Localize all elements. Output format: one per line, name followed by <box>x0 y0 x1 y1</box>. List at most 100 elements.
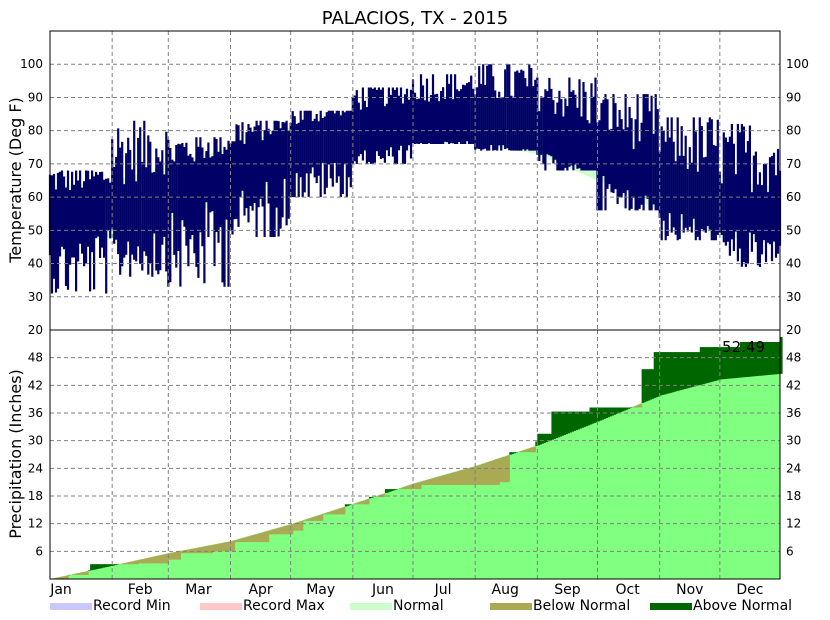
precipitation-axis-label: Precipitation (Inches) <box>6 369 25 539</box>
month-label: Jan <box>49 582 72 598</box>
below-normal-precip-segment <box>421 481 424 485</box>
above-normal-precip-segment <box>627 407 631 409</box>
above-normal-precip-segment <box>715 347 719 381</box>
temperature-tick-label-left: 70 <box>28 157 43 171</box>
legend-swatch <box>350 603 392 610</box>
precipitation-series <box>50 337 783 579</box>
above-normal-precip-segment <box>753 342 757 377</box>
below-normal-precip-segment <box>200 547 204 554</box>
below-normal-precip-segment <box>352 503 356 505</box>
legend-label: Record Min <box>93 598 171 614</box>
below-normal-precip-segment <box>457 471 460 485</box>
below-normal-precip-segment <box>336 509 340 515</box>
below-normal-precip-segment <box>338 508 342 515</box>
above-normal-precip-segment <box>619 407 623 413</box>
above-normal-precip-segment <box>561 411 565 436</box>
above-normal-precip-segment <box>537 433 540 446</box>
below-normal-precip-segment <box>282 526 286 535</box>
below-normal-precip-segment <box>256 533 260 543</box>
below-normal-precip-segment <box>194 548 198 554</box>
below-normal-precip-segment <box>74 573 77 575</box>
above-normal-precip-segment <box>96 564 99 569</box>
below-normal-precip-segment <box>66 575 69 579</box>
above-normal-precip-segment <box>563 411 567 435</box>
above-normal-precip-segment <box>729 347 733 379</box>
below-normal-precip-segment <box>128 562 131 565</box>
above-normal-precip-segment <box>394 489 398 490</box>
above-normal-precip-segment <box>110 564 113 566</box>
below-normal-precip-segment <box>134 560 137 565</box>
below-normal-precip-segment <box>72 574 75 575</box>
below-normal-precip-segment <box>304 519 308 521</box>
below-normal-precip-segment <box>208 545 212 554</box>
below-normal-precip-segment <box>358 501 362 505</box>
above-normal-precip-segment <box>653 352 657 398</box>
precipitation-tick-label-left: 48 <box>28 351 43 365</box>
below-normal-precip-segment <box>376 495 380 497</box>
above-normal-precip-segment <box>370 496 374 498</box>
temperature-tick-label-left: 90 <box>28 90 43 104</box>
below-normal-precip-segment <box>174 552 177 560</box>
below-normal-precip-segment <box>210 545 214 554</box>
above-normal-precip-segment <box>659 352 663 396</box>
above-normal-precip-segment <box>112 564 115 566</box>
above-normal-precip-segment <box>593 407 597 423</box>
below-normal-precip-segment <box>152 556 155 564</box>
above-normal-precip-segment <box>733 347 737 379</box>
below-normal-precip-segment <box>519 451 522 453</box>
above-normal-precip-segment <box>689 352 693 388</box>
temperature-tick-label-right: 60 <box>786 190 801 204</box>
below-normal-precip-segment <box>138 559 141 564</box>
above-normal-precip-segment <box>776 342 779 375</box>
below-normal-precip-segment <box>290 524 294 535</box>
below-normal-precip-segment <box>415 483 418 490</box>
above-normal-precip-segment <box>737 347 741 378</box>
below-normal-precip-segment <box>246 536 250 543</box>
below-normal-precip-segment <box>262 532 266 543</box>
above-normal-precip-segment <box>735 347 739 378</box>
below-normal-precip-segment <box>218 543 222 552</box>
below-normal-precip-segment <box>130 561 133 565</box>
above-normal-precip-segment <box>673 352 677 392</box>
temperature-tick-label-left: 30 <box>28 290 43 304</box>
precipitation-grid <box>50 330 780 579</box>
above-normal-precip-segment <box>513 452 516 454</box>
above-normal-precip-segment <box>745 342 749 377</box>
above-normal-precip-segment <box>669 352 673 393</box>
precipitation-tick-label-right: 24 <box>786 461 801 475</box>
below-normal-precip-segment <box>242 537 246 543</box>
below-normal-precip-segment <box>463 469 466 485</box>
below-normal-precip-segment <box>228 541 232 552</box>
below-normal-precip-segment <box>294 522 298 531</box>
above-normal-precip-segment <box>591 407 595 424</box>
above-normal-precip-segment <box>108 564 111 567</box>
above-normal-precip-segment <box>749 342 753 377</box>
above-normal-precip-segment <box>723 347 727 379</box>
below-normal-precip-segment <box>314 516 318 521</box>
above-normal-precip-segment <box>595 407 599 423</box>
precipitation-plot-frame <box>49 329 781 580</box>
temperature-axis-label: Temperature (Deg F) <box>6 97 25 264</box>
above-normal-precip-segment <box>579 411 583 429</box>
below-normal-precip-segment <box>86 571 89 575</box>
above-normal-precip-segment <box>679 352 683 391</box>
above-normal-precip-segment <box>764 342 767 376</box>
below-normal-precip-segment <box>487 462 490 485</box>
above-normal-precip-segment <box>114 564 117 566</box>
temperature-panel: 30 30 40 40 50 50 60 60 70 70 80 80 90 90 100 100 20 20 T… <box>6 31 809 337</box>
below-normal-precip-segment <box>364 499 368 505</box>
below-normal-precip-segment <box>274 528 278 535</box>
month-label: Oct <box>615 582 640 598</box>
below-normal-precip-segment <box>268 530 272 535</box>
temperature-observed-series <box>48 64 782 294</box>
above-normal-precip-segment <box>743 342 747 378</box>
above-normal-precip-segment <box>697 352 701 386</box>
temperature-tick-label-left: 20 <box>28 323 43 337</box>
above-normal-precip-segment <box>709 347 713 383</box>
above-normal-precip-segment <box>663 352 667 395</box>
below-normal-precip-segment <box>198 547 202 554</box>
below-normal-precip-segment <box>403 486 406 490</box>
above-normal-precip-segment <box>599 407 603 421</box>
above-normal-precip-segment <box>543 433 547 443</box>
below-normal-precip-segment <box>427 479 430 485</box>
